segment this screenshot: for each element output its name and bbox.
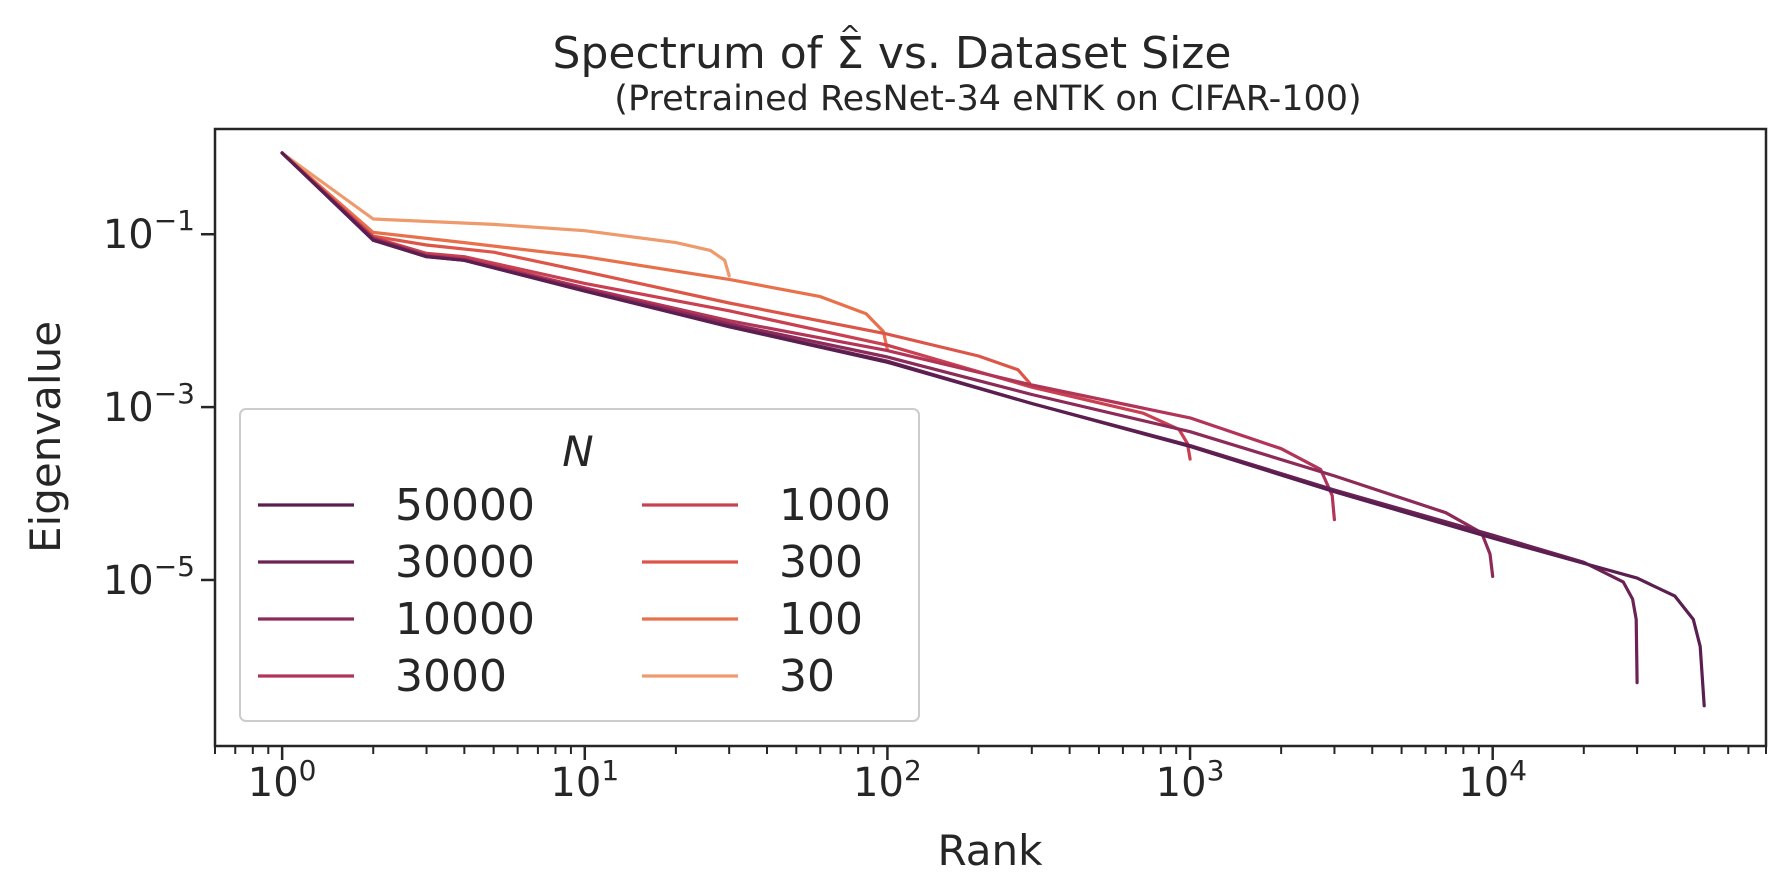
legend-label-30000: 30000 bbox=[395, 537, 535, 588]
legend-label-50000: 50000 bbox=[395, 480, 535, 531]
legend-label-30: 30 bbox=[779, 651, 835, 702]
legend-label-1000: 1000 bbox=[779, 480, 891, 531]
legend-label-300: 300 bbox=[779, 537, 863, 588]
x-tick-label: 100 bbox=[248, 754, 317, 806]
plot-frame bbox=[213, 127, 1768, 748]
legend: N 50000 30000 10000 3000 1000 300 100 30 bbox=[239, 408, 920, 722]
legend-label-10000: 10000 bbox=[395, 594, 535, 645]
y-tick-label: 10−5 bbox=[103, 550, 195, 604]
title-hat: ^ bbox=[839, 21, 861, 51]
y-tick-label: 10−1 bbox=[103, 204, 195, 258]
legend-label-100: 100 bbox=[779, 594, 863, 645]
y-tick-label: 10−3 bbox=[103, 377, 195, 431]
series-layer bbox=[280, 151, 1706, 708]
y-axis-ticks: 10−1 10−3 10−5 bbox=[103, 204, 215, 604]
x-tick-label: 103 bbox=[1156, 754, 1225, 806]
y-axis-label: Eigenvalue bbox=[21, 321, 70, 553]
x-tick-label: 102 bbox=[853, 754, 922, 806]
plot-area: 100 101 102 103 104 10−1 10−3 10−5 bbox=[103, 127, 1768, 806]
x-axis-label: Rank bbox=[938, 826, 1044, 875]
series-line-50000 bbox=[280, 151, 1706, 708]
legend-label-3000: 3000 bbox=[395, 651, 507, 702]
x-tick-label: 104 bbox=[1458, 754, 1527, 806]
legend-title: N bbox=[562, 427, 593, 476]
legend-entries: 50000 30000 10000 3000 1000 300 100 30 bbox=[258, 480, 891, 702]
x-tick-label: 101 bbox=[550, 754, 619, 806]
series-line-30 bbox=[280, 151, 731, 278]
series-line-300 bbox=[280, 151, 1032, 385]
chart-subtitle: (Pretrained ResNet-34 eNTK on CIFAR-100) bbox=[614, 79, 1361, 119]
x-axis-ticks: 100 101 102 103 104 bbox=[214, 746, 1767, 806]
series-line-100 bbox=[280, 151, 889, 352]
legend-box bbox=[239, 408, 920, 722]
series-line-1000 bbox=[280, 151, 1192, 461]
chart-title: Spectrum of Σ vs. Dataset Size bbox=[553, 28, 1232, 79]
